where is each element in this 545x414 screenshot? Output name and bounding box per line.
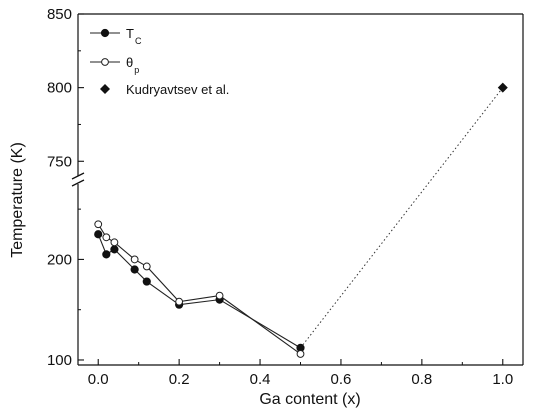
data-point (175, 297, 184, 306)
data-point (94, 220, 103, 229)
data-point (94, 230, 103, 239)
legend-label-subscript: C (135, 36, 142, 46)
y-tick-label: 200 (47, 251, 72, 268)
axis-break-mark (71, 179, 85, 187)
y-tick-label: 750 (47, 153, 72, 170)
data-point (130, 265, 139, 274)
legend-marker (101, 58, 109, 66)
legend-marker (100, 84, 110, 94)
legend-label-subscript: p (134, 65, 139, 75)
data-point (110, 245, 119, 254)
legend: T Cθ p Kudryavtsev et al. (90, 26, 229, 97)
data-point (497, 82, 508, 93)
y-tick-label: 800 (47, 80, 72, 97)
x-tick-label: 0.0 (88, 371, 109, 388)
data-point (102, 233, 111, 242)
plot-area: 0.0 0.2 0.4 0.6 0.8 1.0 100 200 750 800 850 (47, 6, 524, 388)
data-point (142, 277, 151, 286)
data-point (110, 238, 119, 247)
series-line-0 (97, 234, 301, 349)
data-point (296, 350, 305, 358)
data-point (102, 250, 111, 259)
dotted-link-line (300, 87, 504, 349)
legend-label: θ (126, 55, 133, 70)
legend-label: T (126, 26, 134, 41)
data-point (142, 262, 151, 271)
axis-break-mark (71, 172, 85, 180)
x-tick-label: 1.0 (492, 371, 513, 388)
x-tick-label: 0.6 (331, 371, 352, 388)
series-line-1 (97, 223, 301, 355)
x-tick-label: 0.2 (169, 371, 190, 388)
y-tick-label: 100 (47, 352, 72, 369)
y-tick-label: 850 (47, 6, 72, 23)
y-axis-title: Temperature (K) (9, 142, 26, 258)
x-tick-label: 0.8 (411, 371, 432, 388)
x-tick-label: 0.4 (250, 371, 271, 388)
data-point (215, 291, 224, 300)
legend-label: Kudryavtsev et al. (126, 82, 229, 97)
legend-marker (100, 28, 110, 38)
x-axis-title: Ga content (x) (259, 391, 360, 408)
data-point (130, 255, 139, 264)
